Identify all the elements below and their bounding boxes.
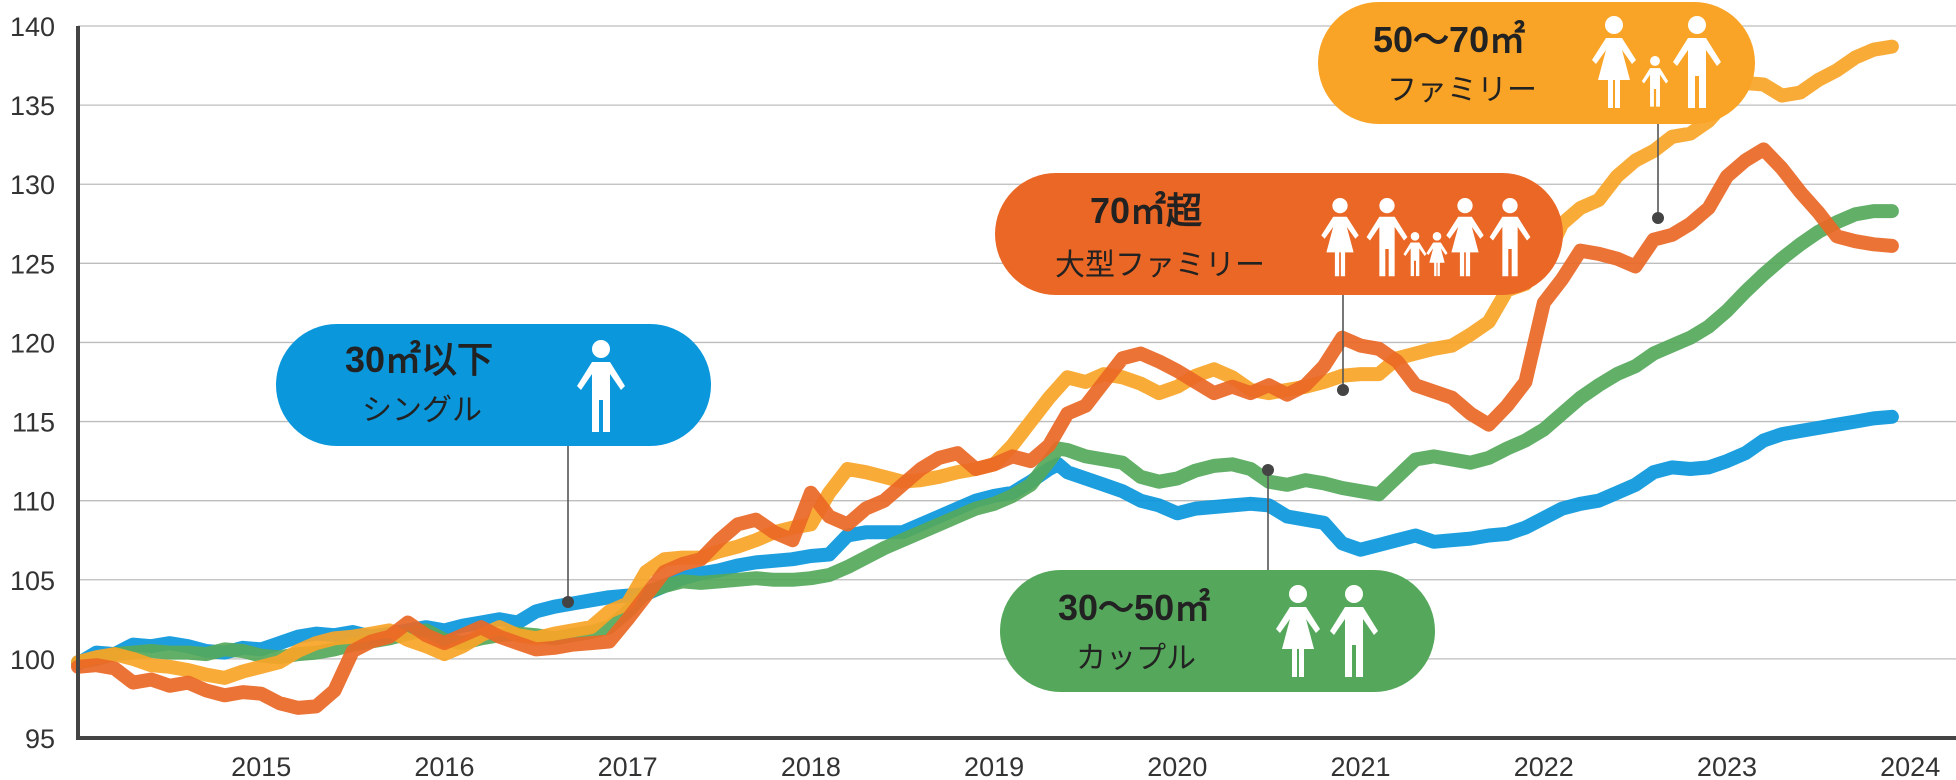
- y-tick-label: 110: [12, 487, 55, 517]
- callout-large-family: 70㎡超 大型ファミリー: [995, 173, 1563, 295]
- anchor-dot-family: [1652, 212, 1664, 224]
- y-tick-label: 130: [10, 170, 55, 200]
- callout-large-family-title: 70㎡超: [1090, 190, 1203, 231]
- y-tick-label: 135: [10, 91, 55, 121]
- y-tick-label: 95: [25, 724, 55, 754]
- callout-single-subtitle: シングル: [362, 394, 482, 427]
- x-tick-label: 2024: [1880, 752, 1940, 780]
- x-tick-label: 2018: [781, 752, 841, 780]
- x-tick-label: 2015: [231, 752, 291, 780]
- y-tick-label: 140: [10, 12, 55, 42]
- y-tick-label: 115: [12, 408, 55, 438]
- x-tick-label: 2023: [1697, 752, 1757, 780]
- anchor-dot-large-family: [1337, 384, 1349, 396]
- callout-couple: 30～50㎡ カップル: [1000, 570, 1435, 692]
- x-tick-label: 2017: [598, 752, 658, 780]
- y-tick-label: 105: [10, 566, 55, 596]
- callout-family: 50～70㎡ ファミリー: [1318, 2, 1755, 124]
- couple-icon: [1276, 585, 1378, 677]
- callout-couple-bubble: [1000, 570, 1435, 692]
- y-tick-label: 125: [10, 249, 55, 279]
- large-family-icon: [1321, 198, 1531, 277]
- series-line-large-family: [71, 142, 1899, 715]
- y-tick-label: 100: [10, 645, 55, 675]
- x-tick-label: 2021: [1330, 752, 1390, 780]
- family-icon: [1592, 16, 1721, 108]
- callout-couple-subtitle: カップル: [1076, 642, 1196, 675]
- anchor-dot-single: [562, 596, 574, 608]
- x-tick-label: 2022: [1514, 752, 1574, 780]
- x-tick-label: 2016: [414, 752, 474, 780]
- callout-single-title: 30㎡以下: [345, 339, 493, 380]
- callout-large-family-bubble: [995, 173, 1563, 295]
- callout-single-bubble: [276, 324, 711, 446]
- x-axis-ticks: 2015 2016 2017 2018 2019 2020 2021 2022 2023 2024: [231, 752, 1940, 780]
- callout-family-bubble: [1318, 2, 1755, 124]
- callout-single: 30㎡以下 シングル: [276, 324, 711, 446]
- callout-couple-title: 30～50㎡: [1058, 587, 1210, 628]
- callout-leaders: [562, 124, 1664, 608]
- callout-family-title: 50～70㎡: [1373, 19, 1525, 60]
- single-person-icon: [577, 340, 625, 432]
- y-axis-ticks: 95 100 105 110 115 120 125 130 135 140: [10, 12, 55, 754]
- x-tick-label: 2020: [1147, 752, 1207, 780]
- series-line-single: [71, 409, 1899, 671]
- anchor-dot-couple: [1262, 464, 1274, 476]
- series-lines: [71, 39, 1899, 715]
- callout-family-subtitle: ファミリー: [1387, 74, 1537, 107]
- callout-large-family-subtitle: 大型ファミリー: [1055, 249, 1265, 282]
- x-tick-label: 2019: [964, 752, 1024, 780]
- y-tick-label: 120: [10, 328, 55, 358]
